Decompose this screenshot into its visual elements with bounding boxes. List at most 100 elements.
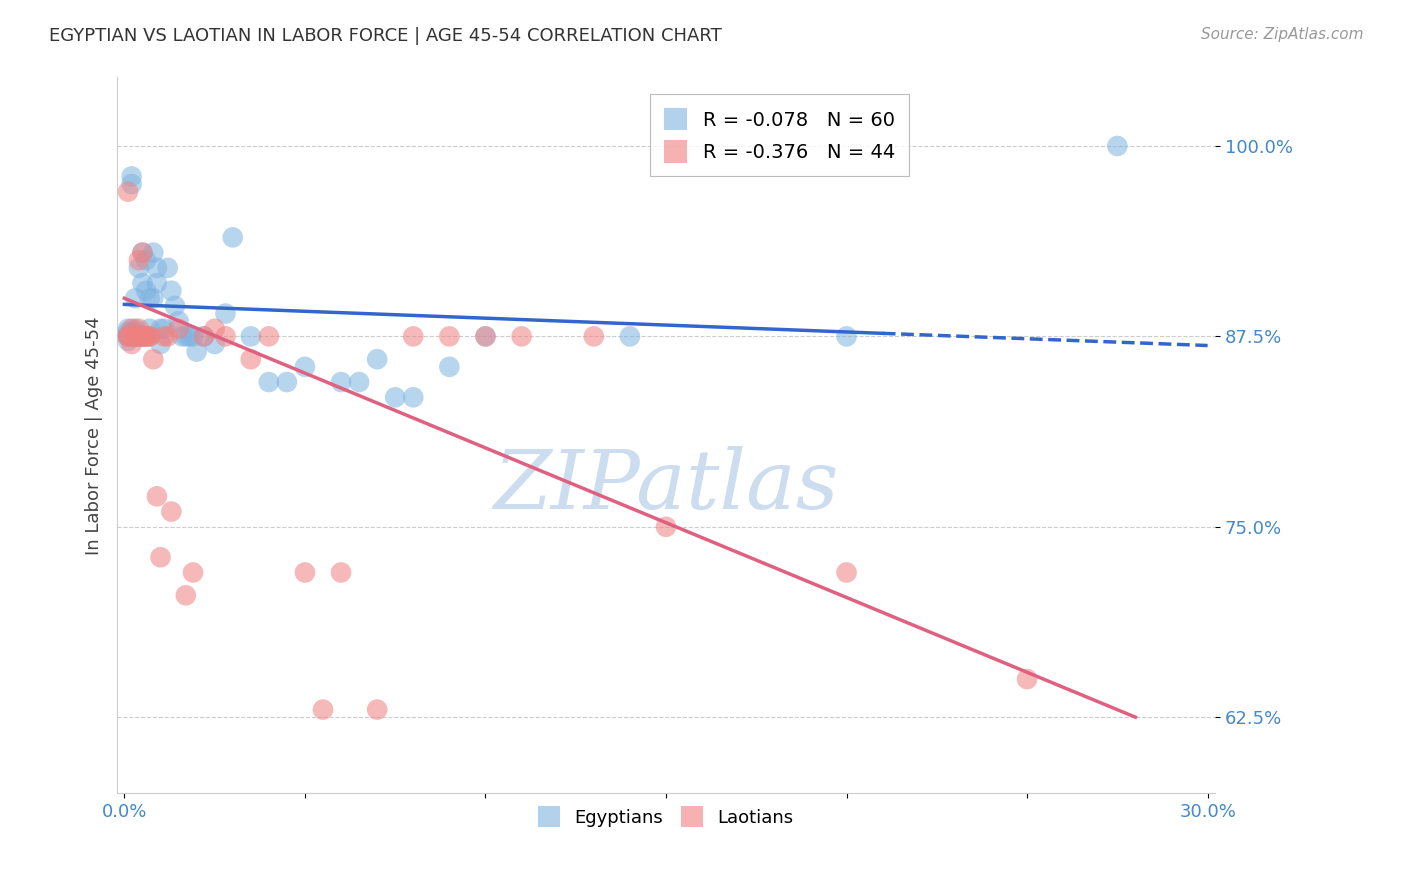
Point (128, 329, 150, 343)
Point (312, 702, 335, 716)
Point (510, 329, 533, 343)
Text: EGYPTIAN VS LAOTIAN IN LABOR FORCE | AGE 45-54 CORRELATION CHART: EGYPTIAN VS LAOTIAN IN LABOR FORCE | AGE… (49, 27, 721, 45)
Text: Source: ZipAtlas.com: Source: ZipAtlas.com (1201, 27, 1364, 42)
Point (117, 329, 139, 343)
Point (121, 326, 143, 341)
Point (135, 253, 157, 268)
Point (330, 375, 353, 389)
Point (835, 566, 858, 580)
Point (655, 520, 678, 534)
Point (121, 322, 143, 336)
Point (204, 322, 226, 336)
Point (239, 352, 262, 367)
Point (153, 329, 176, 343)
Point (474, 329, 496, 343)
Legend: Egyptians, Laotians: Egyptians, Laotians (531, 799, 801, 834)
Point (402, 329, 425, 343)
Point (142, 352, 165, 367)
Point (146, 260, 169, 275)
Point (121, 329, 143, 343)
Point (142, 291, 165, 305)
Point (366, 702, 388, 716)
Point (257, 329, 280, 343)
Point (204, 337, 226, 351)
Point (153, 322, 176, 336)
Point (124, 329, 146, 343)
Point (156, 260, 179, 275)
Y-axis label: In Labor Force | Age 45-54: In Labor Force | Age 45-54 (86, 316, 103, 555)
Point (121, 169, 143, 184)
Point (128, 326, 150, 341)
Point (131, 329, 153, 343)
Point (149, 337, 172, 351)
Point (124, 322, 146, 336)
Point (135, 329, 157, 343)
Point (181, 566, 204, 580)
Point (121, 337, 143, 351)
Point (214, 329, 236, 343)
Point (156, 329, 179, 343)
Point (117, 325, 139, 339)
Point (439, 329, 461, 343)
Point (124, 329, 146, 343)
Point (131, 245, 153, 260)
Point (146, 489, 169, 503)
Point (619, 329, 641, 343)
Point (131, 329, 153, 343)
Point (135, 329, 157, 343)
Point (146, 276, 169, 290)
Point (138, 291, 160, 305)
Point (149, 322, 172, 336)
Point (1107, 139, 1129, 153)
Point (142, 245, 165, 260)
Point (222, 230, 245, 244)
Point (366, 352, 388, 367)
Point (214, 306, 236, 320)
Point (239, 329, 262, 343)
Point (384, 390, 406, 404)
Point (294, 359, 316, 374)
Point (128, 322, 150, 336)
Point (131, 276, 153, 290)
Point (174, 329, 197, 343)
Point (135, 284, 157, 298)
Point (128, 253, 150, 268)
Point (163, 299, 186, 313)
Point (128, 327, 150, 342)
Point (138, 322, 160, 336)
Point (117, 329, 139, 343)
Point (294, 566, 316, 580)
Point (124, 329, 146, 343)
Point (135, 329, 157, 343)
Point (117, 334, 139, 348)
Point (276, 375, 298, 389)
Point (172, 329, 194, 343)
Point (138, 329, 160, 343)
Point (117, 329, 139, 343)
Point (128, 260, 150, 275)
Point (117, 322, 139, 336)
Point (439, 359, 461, 374)
Point (1017, 672, 1039, 686)
Point (124, 329, 146, 343)
Point (121, 329, 143, 343)
Point (117, 327, 139, 342)
Point (131, 245, 153, 260)
Point (160, 504, 183, 518)
Point (160, 284, 183, 298)
Point (330, 566, 353, 580)
Point (149, 550, 172, 565)
Point (402, 390, 425, 404)
Point (186, 344, 208, 359)
Point (124, 291, 146, 305)
Point (193, 329, 215, 343)
Point (174, 588, 197, 602)
Point (121, 177, 143, 191)
Point (131, 329, 153, 343)
Point (167, 314, 190, 328)
Point (167, 322, 190, 336)
Point (181, 329, 204, 343)
Point (117, 185, 139, 199)
Point (257, 375, 280, 389)
Point (347, 375, 370, 389)
